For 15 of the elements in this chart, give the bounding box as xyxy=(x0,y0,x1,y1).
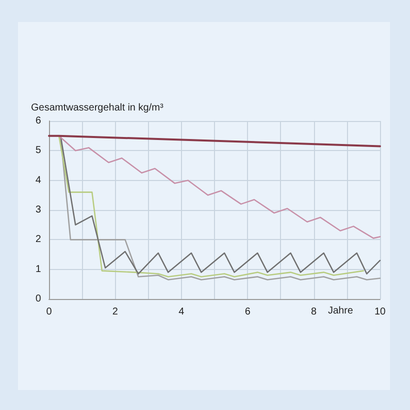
y-tick-label: 1 xyxy=(35,264,42,275)
x-tick-label: 10 xyxy=(374,306,386,318)
x-tick-label: 4 xyxy=(178,306,185,318)
x-axis-title: Jahre xyxy=(328,306,354,316)
x-tick-label: 0 xyxy=(46,306,52,318)
y-tick-label: 5 xyxy=(35,145,42,156)
y-tick-label: 0 xyxy=(35,294,42,304)
x-tick-label: 8 xyxy=(311,306,318,318)
x-tick-label: 2 xyxy=(112,306,118,318)
y-tick-label: 2 xyxy=(35,234,42,246)
y-tick-label: 6 xyxy=(35,116,42,126)
x-tick-label: 6 xyxy=(244,306,251,318)
y-axis-title: Gesamtwassergehalt in kg/m³ xyxy=(31,102,164,114)
y-tick-label: 3 xyxy=(35,204,42,216)
y-tick-label: 4 xyxy=(35,174,42,186)
